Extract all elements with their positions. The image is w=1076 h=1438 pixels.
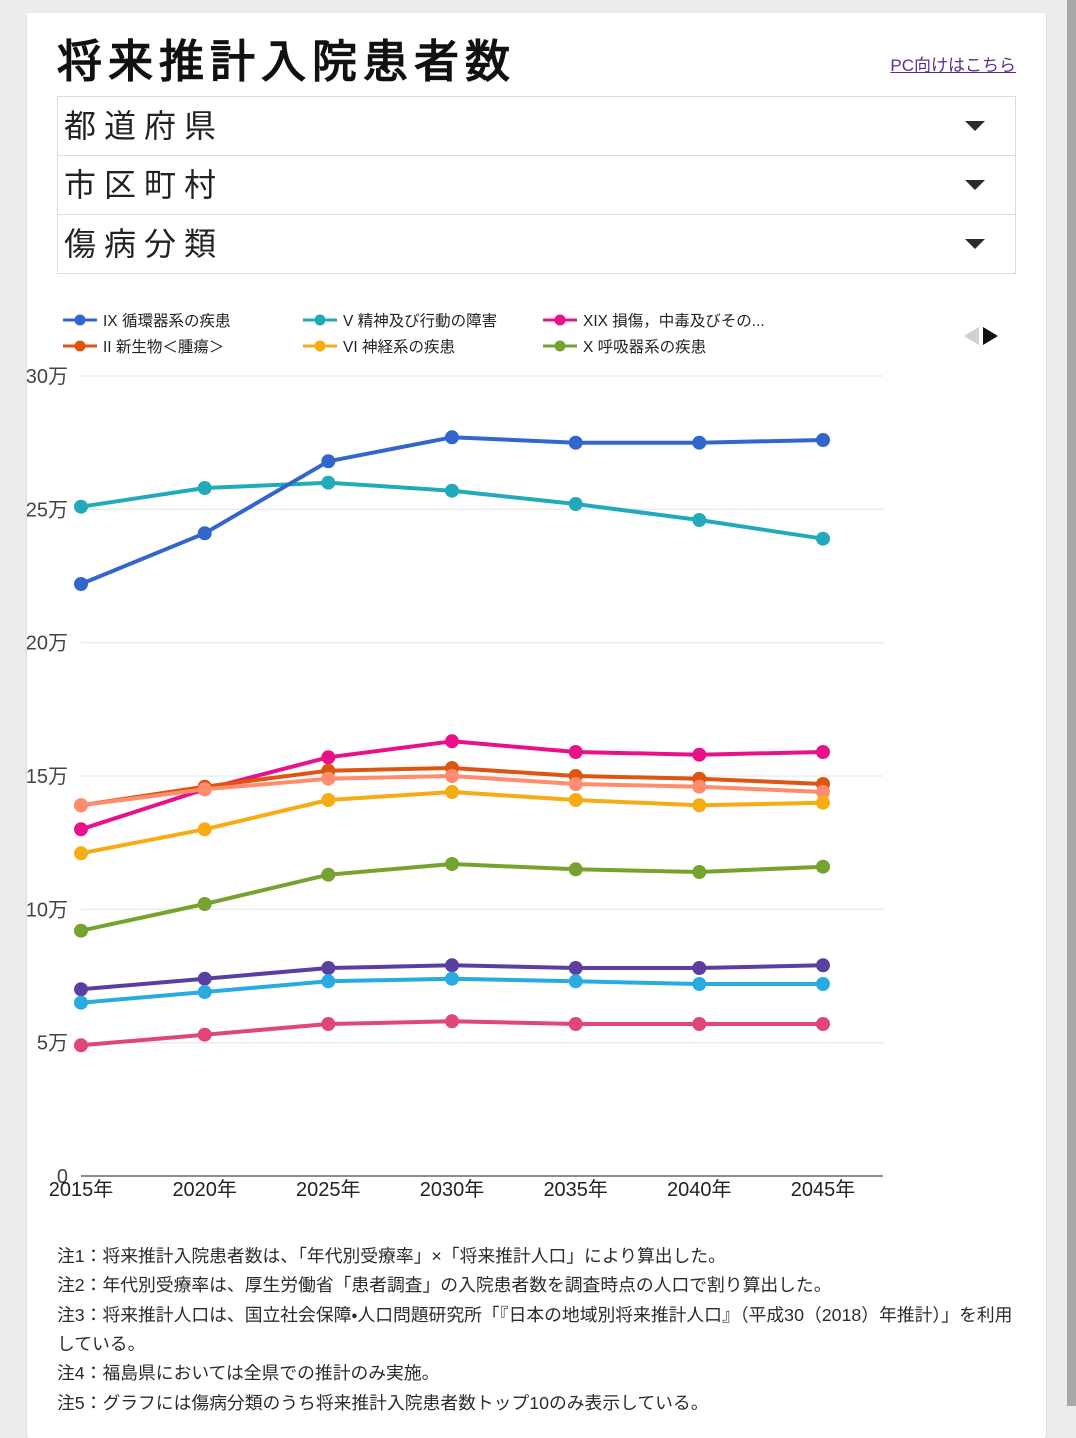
svg-text:2035年: 2035年 [543,1178,608,1201]
svg-text:2020年: 2020年 [172,1178,237,1201]
svg-text:15万: 15万 [27,766,68,788]
svg-text:10万: 10万 [27,899,68,921]
svg-text:2015年: 2015年 [49,1178,114,1201]
svg-text:2025年: 2025年 [296,1178,361,1201]
svg-text:25万: 25万 [27,499,68,521]
svg-text:20万: 20万 [27,633,68,655]
svg-text:2030年: 2030年 [420,1178,485,1201]
svg-text:2040年: 2040年 [667,1178,732,1201]
svg-text:2045年: 2045年 [791,1178,856,1201]
svg-text:30万: 30万 [27,366,68,388]
svg-text:5万: 5万 [37,1033,68,1055]
